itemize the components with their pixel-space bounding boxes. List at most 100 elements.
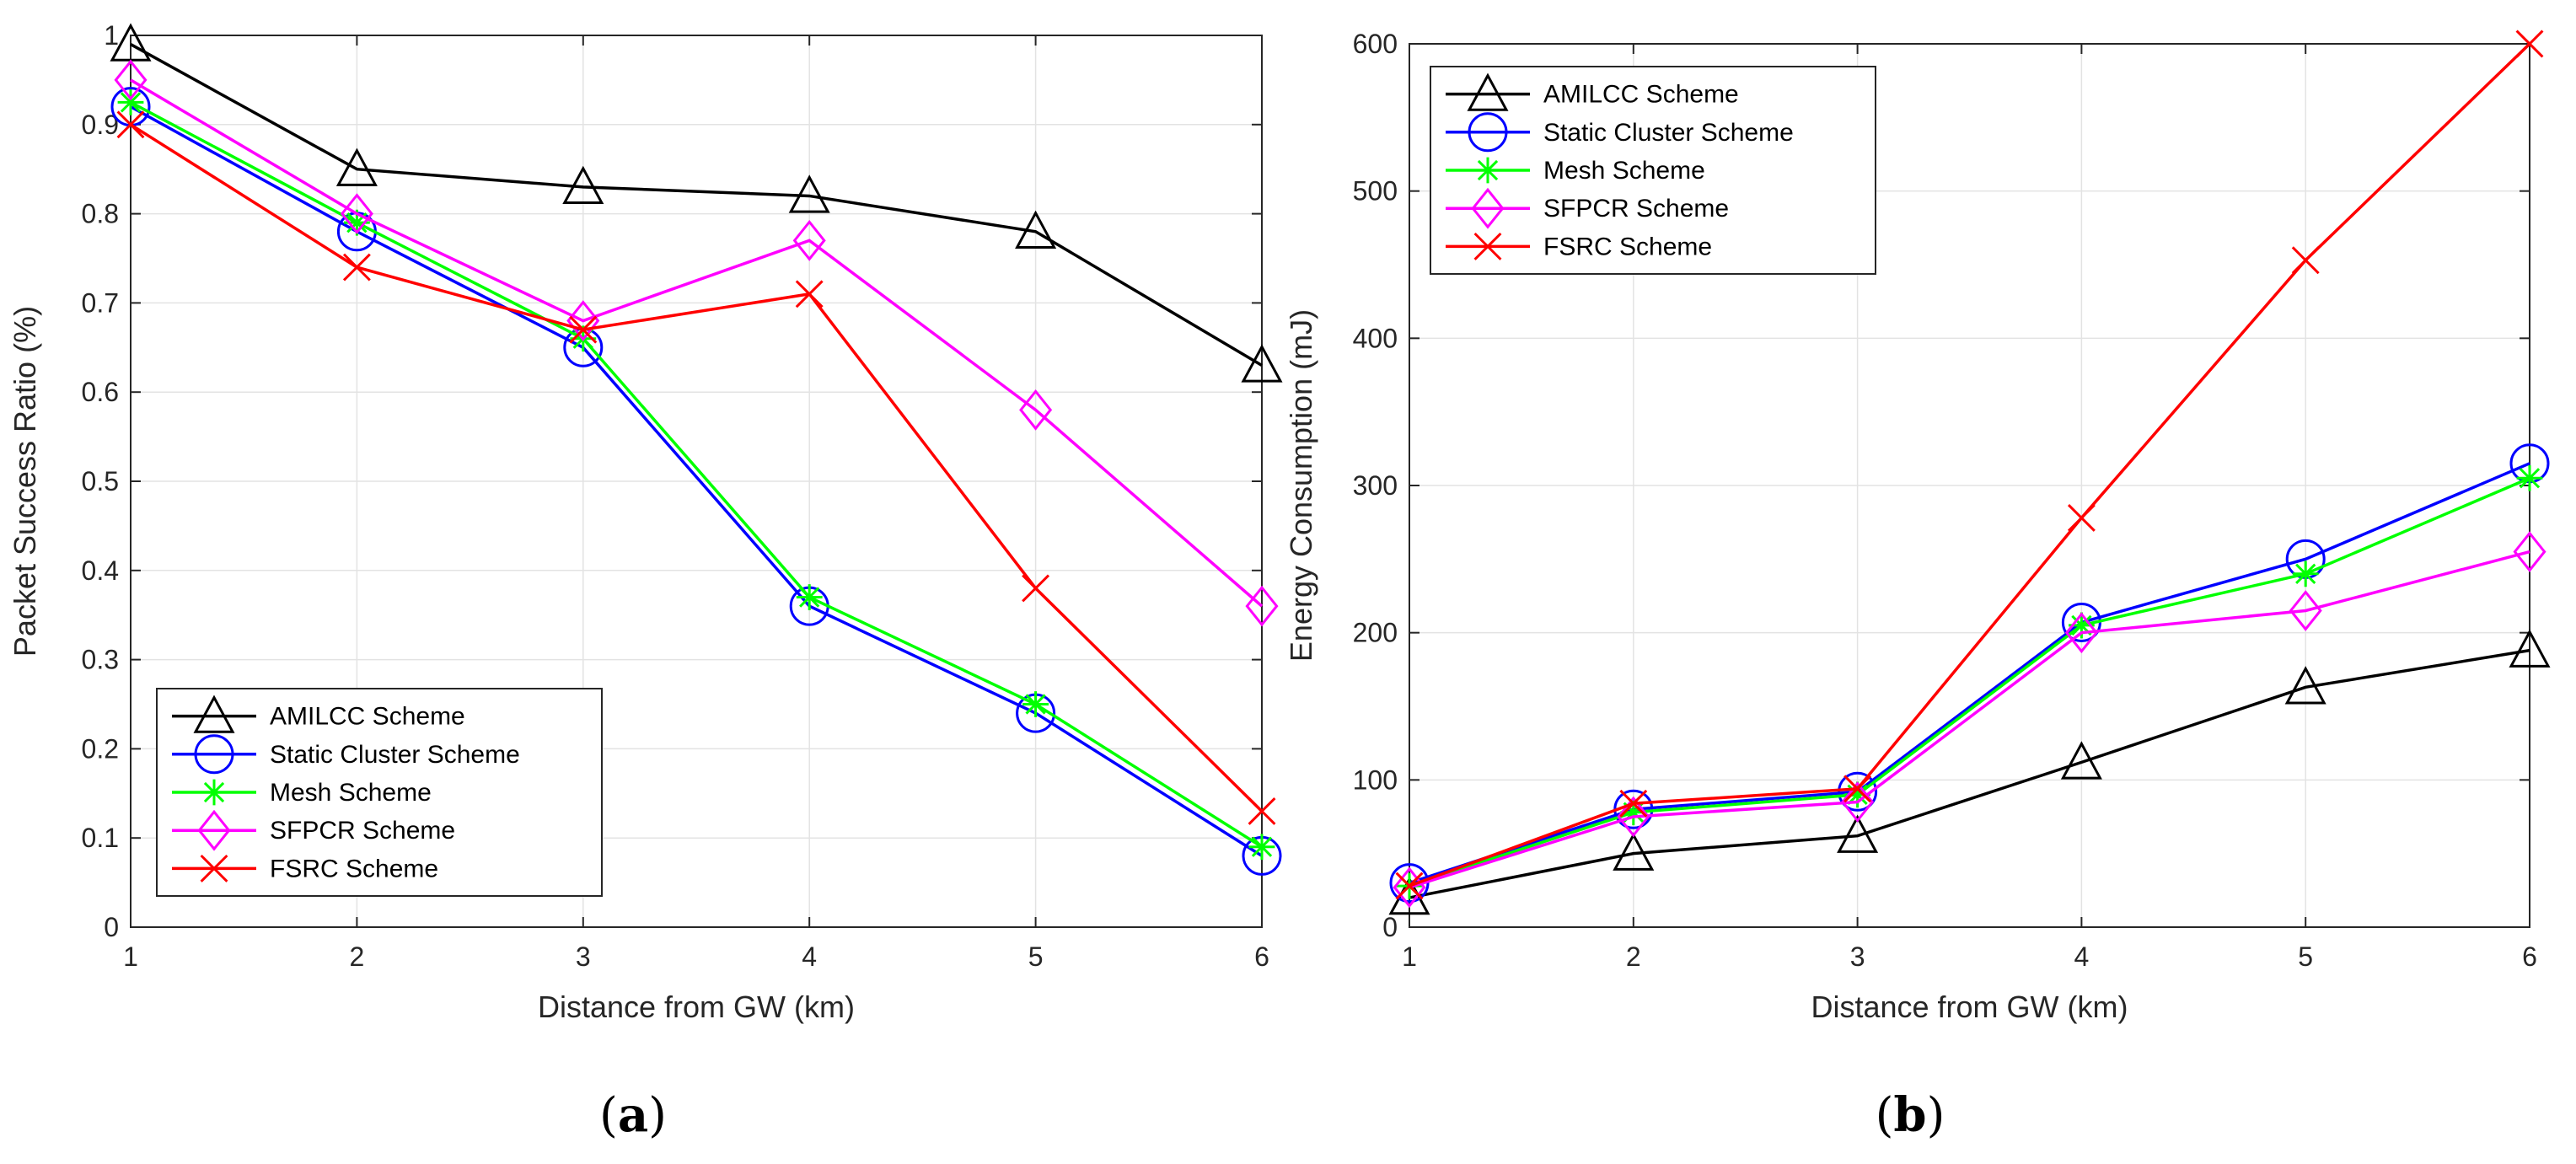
data-point-marker (1838, 771, 1878, 812)
legend-marker (1471, 187, 1505, 229)
x-tick-label: 6 (1254, 941, 1269, 972)
y-tick-label: 0.1 (82, 823, 119, 853)
x-tick-label: 4 (2074, 941, 2090, 972)
data-point-marker (788, 174, 830, 213)
data-point-marker (2289, 590, 2322, 631)
series-sfpcr-scheme (1393, 531, 2546, 909)
data-point-marker (1613, 832, 1655, 871)
data-point-marker (2284, 666, 2326, 705)
legend-entry: FSRC Scheme (172, 854, 438, 882)
data-point-marker (344, 209, 370, 236)
legend-label: SFPCR Scheme (270, 817, 455, 845)
panel-paren-open: ( (1876, 1088, 1894, 1143)
legend-label: SFPCR Scheme (1543, 195, 1729, 223)
legend-marker (194, 734, 234, 775)
data-point-marker (1620, 799, 1647, 826)
legend-entry: Mesh Scheme (1446, 157, 1705, 185)
data-point-marker (1395, 872, 1424, 900)
y-tick-label: 0.8 (82, 199, 119, 229)
panel-letter: b (1893, 1087, 1926, 1143)
x-tick-label: 1 (1402, 941, 1417, 972)
series-line (130, 43, 1263, 367)
y-tick-label: 200 (1353, 618, 1398, 648)
x-tick-label: 3 (1850, 941, 1865, 972)
y-tick-label: 0.3 (82, 645, 119, 675)
legend-label: AMILCC Scheme (1543, 81, 1739, 109)
series-line (1409, 42, 2531, 888)
x-tick-label: 6 (2522, 941, 2537, 972)
y-axis-label: Packet Success Ratio (%) (8, 306, 42, 657)
data-point-marker (1844, 781, 1870, 808)
data-point-marker (792, 219, 826, 261)
legend: AMILCC Scheme Static Cluster Scheme Mesh S… (156, 688, 603, 897)
series-line (130, 123, 1264, 813)
y-tick-label: 0 (1382, 912, 1398, 942)
data-point-marker (1015, 210, 1057, 249)
y-tick-label: 0.4 (82, 555, 119, 586)
y-tick-label: 300 (1353, 470, 1398, 501)
data-point-marker (2509, 629, 2551, 668)
legend-entry: SFPCR Scheme (172, 809, 455, 851)
data-point-marker (2067, 503, 2096, 532)
legend-label: Static Cluster Scheme (270, 741, 520, 769)
y-tick-label: 600 (1353, 29, 1398, 59)
legend: AMILCC Scheme Static Cluster Scheme Mesh S… (1430, 66, 1876, 275)
chart-b-energy-consumption: 1 2 3 4 5 6 0 100 200 300 400 500 600 Distance from G… (1284, 29, 2551, 1143)
legend-marker (1473, 232, 1502, 260)
legend-marker (200, 854, 228, 882)
series-fsrc-scheme (116, 110, 1276, 825)
data-point-marker (796, 584, 823, 610)
data-point-marker (1241, 344, 1283, 383)
legend-entry: AMILCC Scheme (172, 695, 465, 733)
legend-entry: AMILCC Scheme (1446, 72, 1739, 111)
data-point-marker (2064, 612, 2098, 654)
legend-label: FSRC Scheme (1543, 233, 1712, 260)
data-point-marker (1837, 814, 1879, 853)
legend-entry: Static Cluster Scheme (1446, 112, 1794, 153)
legend-entry: FSRC Scheme (1446, 232, 1712, 260)
data-point-marker (2069, 612, 2095, 639)
y-tick-label: 0.7 (82, 287, 119, 318)
series-line (1409, 550, 2530, 889)
data-point-marker (2515, 30, 2544, 58)
data-point-marker (566, 300, 600, 341)
panel-paren-open: ( (599, 1088, 618, 1143)
x-tick-label: 1 (123, 941, 138, 972)
data-point-marker (795, 280, 824, 308)
series-line (130, 105, 1263, 857)
legend-marker (1474, 157, 1501, 184)
data-point-marker (569, 315, 598, 344)
series-fsrc-scheme (1395, 30, 2544, 900)
y-tick-label: 0.6 (82, 377, 119, 407)
x-axis-label: Distance from GW (km) (538, 990, 855, 1024)
data-point-marker (2292, 561, 2319, 587)
data-point-marker (1245, 585, 1279, 627)
legend-marker (1467, 72, 1509, 111)
y-tick-label: 0.2 (82, 733, 119, 764)
data-point-marker (117, 89, 144, 115)
series-sfpcr-scheme (114, 59, 1279, 627)
data-point-marker (1019, 389, 1053, 431)
series-line (1409, 476, 2530, 888)
data-point-marker (1022, 574, 1050, 603)
legend-marker (201, 779, 228, 806)
panel-paren-close: ) (648, 1088, 667, 1143)
series-line (1409, 648, 2530, 899)
data-point-marker (340, 193, 373, 235)
y-tick-label: 0 (104, 912, 119, 942)
data-point-marker (116, 110, 145, 139)
x-tick-label: 2 (350, 941, 365, 972)
series-line (1409, 462, 2530, 885)
series-line (130, 100, 1263, 849)
y-axis-label: Energy Consumption (mJ) (1284, 309, 1318, 662)
panel-label: (a) (599, 1087, 667, 1143)
panel-paren-close: ) (1927, 1088, 1945, 1143)
data-point-marker (114, 59, 148, 101)
y-tick-label: 1 (104, 20, 119, 51)
chart-a-packet-success-ratio: 1 2 3 4 5 600.10.20.30.40.50.60.70.80.91Dista… (8, 20, 1283, 1143)
data-point-marker (335, 148, 378, 186)
legend-marker (1468, 112, 1508, 153)
legend-entry: SFPCR Scheme (1446, 187, 1729, 229)
series-amilcc-scheme (1388, 629, 2551, 915)
